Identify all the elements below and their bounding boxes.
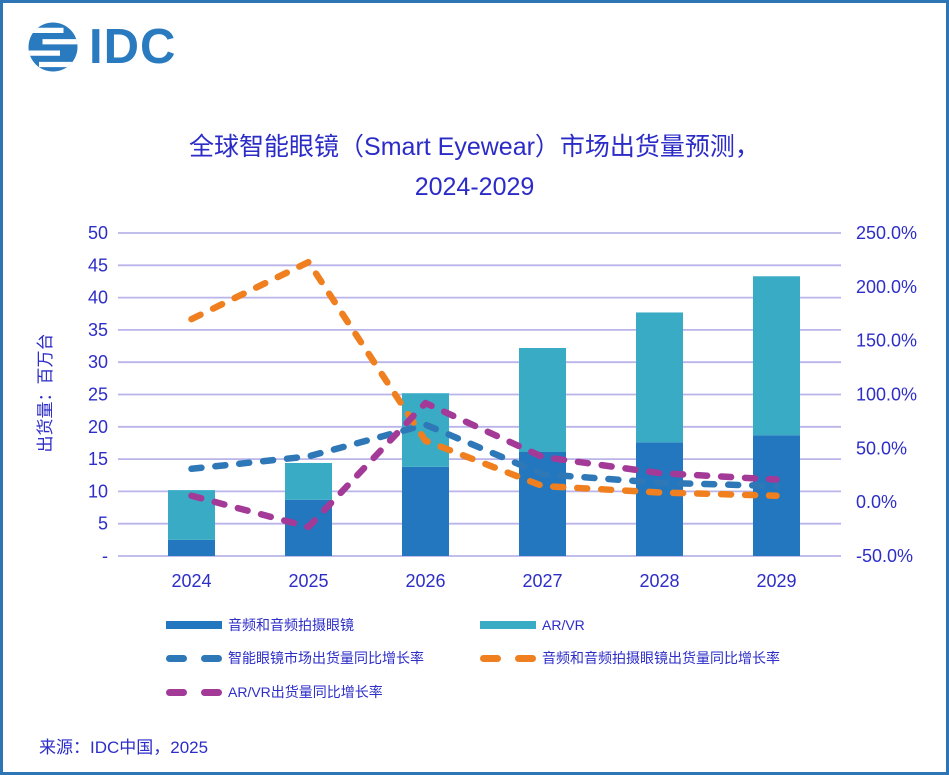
bar-2024-audio [168, 539, 215, 556]
legend-item-arvr-growth-line: AR/VR出货量同比增长率 [166, 684, 383, 700]
bar-2025-arvr [285, 462, 332, 500]
y-left-tick-label: 15 [88, 449, 108, 469]
x-tick-label-2029: 2029 [756, 571, 796, 591]
bar-2026-audio [402, 466, 449, 556]
bar-2027-audio [519, 451, 566, 556]
bar-2027-arvr [519, 347, 566, 452]
x-tick-label-2024: 2024 [171, 571, 211, 591]
legend-item-audio-growth-line: 音频和音频拍摄眼镜出货量同比增长率 [480, 650, 780, 666]
legend-label-arvr-growth: AR/VR出货量同比增长率 [228, 684, 383, 700]
y-left-tick-label: 30 [88, 352, 108, 372]
y-left-tick-label: 10 [88, 481, 108, 501]
total-growth-line-swatch [166, 654, 222, 662]
y-right-tick-label: 250.0% [856, 223, 917, 243]
y-left-tick-label: 45 [88, 255, 108, 275]
y-right-tick-label: 50.0% [856, 438, 907, 458]
idc-globe-icon [28, 22, 78, 72]
y-right-tick-label: 100.0% [856, 385, 917, 405]
idc-logo-text: IDC [89, 19, 177, 74]
line-audio-growth [188, 258, 780, 499]
y-left-tick-label: - [102, 546, 108, 566]
chart-title-line2: 2024-2029 [414, 173, 535, 201]
y-right-tick-label: -50.0% [856, 546, 913, 566]
y-right-tick-label: 0.0% [856, 492, 897, 512]
bar-2028-audio [636, 442, 683, 556]
x-tick-label-2028: 2028 [639, 571, 679, 591]
source-note: 来源：IDC中国，2025 [39, 738, 209, 757]
y-right-tick-label: 150.0% [856, 331, 917, 351]
x-tick-label-2026: 2026 [405, 571, 445, 591]
legend-item-arvr-bar: AR/VR [480, 617, 585, 633]
y-left-tick-label: 20 [88, 417, 108, 437]
y-left-tick-label: 5 [98, 514, 108, 534]
shipment-forecast-chart: 出货量：百万台 -5101520253035404550-50.0%0.0%50… [36, 223, 917, 591]
audio-growth-line-swatch [480, 654, 536, 662]
x-tick-label-2027: 2027 [522, 571, 562, 591]
legend-label-audio-bar: 音频和音频拍摄眼镜 [228, 617, 354, 633]
y-left-tick-label: 35 [88, 320, 108, 340]
y-left-tick-label: 50 [88, 223, 108, 243]
y-axis-title: 出货量：百万台 [36, 334, 55, 453]
line-total-growth [188, 421, 780, 490]
bar-2028-arvr [636, 312, 683, 443]
y-right-tick-label: 200.0% [856, 277, 917, 297]
legend-label-audio-growth: 音频和音频拍摄眼镜出货量同比增长率 [542, 650, 780, 666]
idc-logo: IDC [25, 19, 176, 75]
y-left-tick-label: 25 [88, 385, 108, 405]
legend-item-total-growth-line: 智能眼镜市场出货量同比增长率 [166, 650, 424, 666]
x-tick-label-2025: 2025 [288, 571, 328, 591]
line-arvr-growth [188, 399, 780, 531]
legend-item-audio-bar: 音频和音频拍摄眼镜 [166, 617, 354, 633]
legend-label-arvr-bar: AR/VR [542, 617, 585, 633]
chart-title-line1: 全球智能眼镜（Smart Eyewear）市场出货量预测， [189, 133, 760, 161]
arvr-growth-line-swatch [166, 688, 222, 696]
bar-2029-arvr [753, 276, 800, 436]
legend-label-total-growth: 智能眼镜市场出货量同比增长率 [228, 650, 424, 666]
audio-bar-swatch [166, 621, 222, 629]
arvr-bar-swatch [480, 621, 536, 629]
y-left-tick-label: 40 [88, 288, 108, 308]
